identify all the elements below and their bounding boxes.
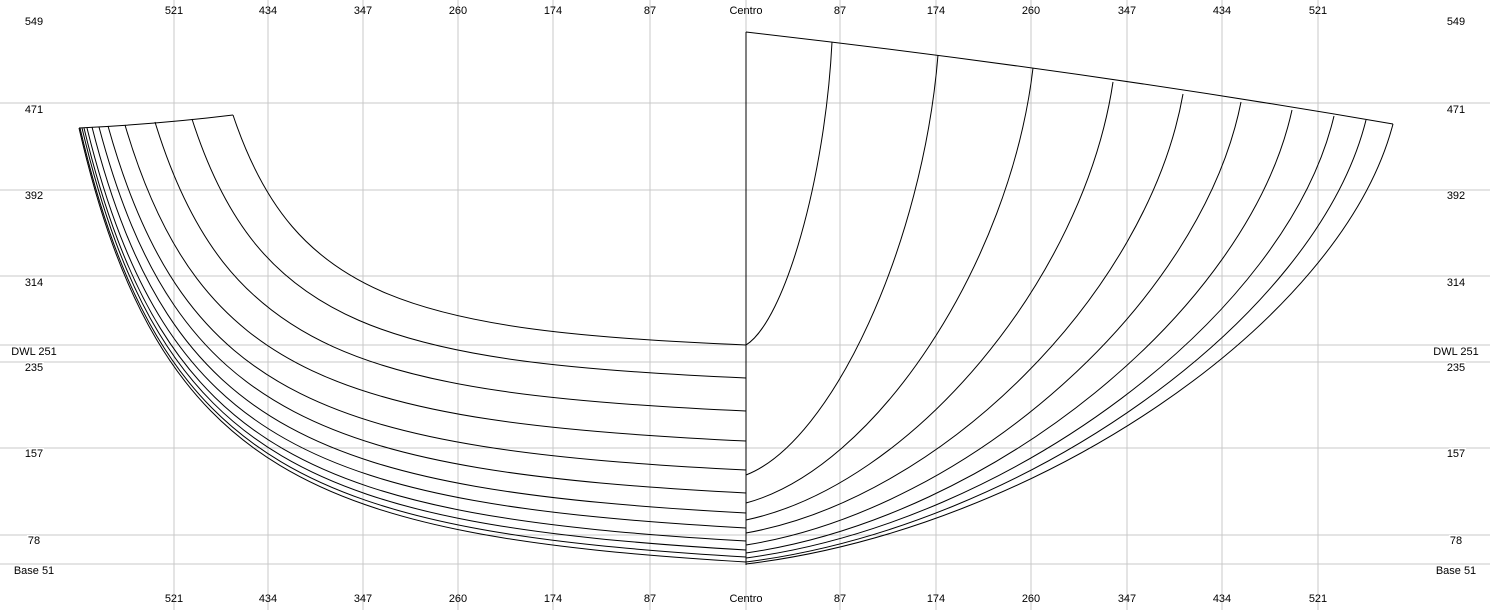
section-curve bbox=[745, 41, 833, 346]
section-curve bbox=[191, 118, 747, 379]
left-label: 157 bbox=[25, 448, 43, 460]
section-curve bbox=[86, 127, 747, 529]
top-label: 347 bbox=[1118, 5, 1136, 17]
left-label: Base 51 bbox=[14, 565, 54, 577]
section-curve bbox=[745, 115, 1335, 559]
right-label: 471 bbox=[1447, 104, 1465, 116]
right-label: 78 bbox=[1450, 535, 1462, 547]
right-label: 392 bbox=[1447, 190, 1465, 202]
section-curve bbox=[79, 127, 747, 558]
right-label: DWL 251 bbox=[1433, 346, 1478, 358]
bottom-label: 434 bbox=[259, 593, 277, 605]
section-curve bbox=[232, 114, 747, 346]
hull-sections bbox=[78, 31, 1394, 565]
section-curve bbox=[745, 123, 1394, 565]
right-label: 314 bbox=[1447, 277, 1465, 289]
top-label: 87 bbox=[834, 5, 846, 17]
section-curve bbox=[107, 125, 747, 471]
section-curve bbox=[83, 127, 747, 542]
section-curve bbox=[81, 127, 747, 551]
bottom-label: 347 bbox=[1118, 593, 1136, 605]
sheer-line bbox=[78, 114, 234, 129]
bottom-label: 174 bbox=[927, 593, 945, 605]
bottom-label: Centro bbox=[729, 593, 762, 605]
left-label: 314 bbox=[25, 277, 43, 289]
bottom-label: 87 bbox=[644, 593, 656, 605]
top-label: 260 bbox=[449, 5, 467, 17]
left-label: 235 bbox=[25, 362, 43, 374]
right-label: 235 bbox=[1447, 362, 1465, 374]
section-curve bbox=[91, 126, 747, 514]
top-label: 521 bbox=[165, 5, 183, 17]
bottom-label: 260 bbox=[449, 593, 467, 605]
top-label: 347 bbox=[354, 5, 372, 17]
left-label: 78 bbox=[28, 535, 40, 547]
top-label: 174 bbox=[927, 5, 945, 17]
section-curve bbox=[98, 126, 747, 494]
section-curve bbox=[745, 101, 1242, 546]
section-curve bbox=[745, 81, 1114, 521]
left-label: DWL 251 bbox=[11, 346, 56, 358]
left-label: 471 bbox=[25, 104, 43, 116]
section-curve bbox=[745, 93, 1184, 534]
top-label: 260 bbox=[1022, 5, 1040, 17]
bottom-label: 521 bbox=[165, 593, 183, 605]
section-curve bbox=[124, 124, 747, 442]
bottom-label: 260 bbox=[1022, 593, 1040, 605]
bottom-label: 521 bbox=[1309, 593, 1327, 605]
right-label: Base 51 bbox=[1436, 565, 1476, 577]
top-label: 87 bbox=[644, 5, 656, 17]
section-curve bbox=[745, 67, 1034, 504]
left-label: 392 bbox=[25, 190, 43, 202]
left-label: 549 bbox=[25, 16, 43, 28]
bottom-label: 347 bbox=[354, 593, 372, 605]
bottom-label: 174 bbox=[544, 593, 562, 605]
sheer-line bbox=[745, 31, 1394, 125]
top-label: 434 bbox=[259, 5, 277, 17]
section-curve bbox=[745, 109, 1293, 554]
axis-labels: 521 521 434 434 347 347 260 260 174 174 87 87 Centro… bbox=[10, 5, 1480, 605]
top-label: 521 bbox=[1309, 5, 1327, 17]
bottom-label: 87 bbox=[834, 593, 846, 605]
section-curve bbox=[154, 121, 747, 412]
top-label: Centro bbox=[729, 5, 762, 17]
top-label: 174 bbox=[544, 5, 562, 17]
right-label: 549 bbox=[1447, 16, 1465, 28]
section-curve bbox=[745, 119, 1367, 563]
section-curve bbox=[745, 54, 939, 476]
bottom-label: 434 bbox=[1213, 593, 1231, 605]
top-label: 434 bbox=[1213, 5, 1231, 17]
section-curve bbox=[78, 127, 747, 563]
right-label: 157 bbox=[1447, 448, 1465, 460]
